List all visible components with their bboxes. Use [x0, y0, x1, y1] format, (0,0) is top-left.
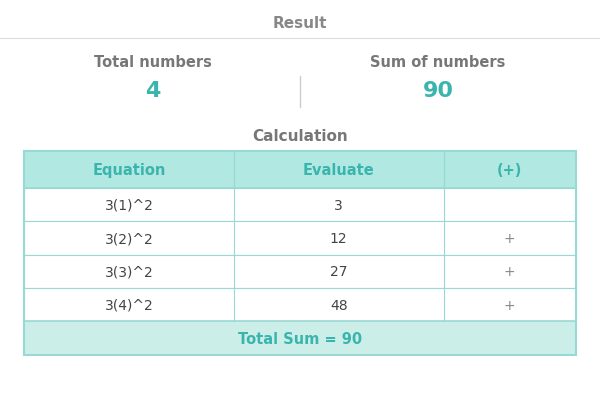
FancyBboxPatch shape — [24, 288, 576, 322]
Text: Total numbers: Total numbers — [94, 55, 212, 70]
Text: +: + — [504, 265, 515, 279]
Text: 3(4)^2: 3(4)^2 — [104, 298, 153, 312]
FancyBboxPatch shape — [24, 189, 576, 222]
Text: (+): (+) — [497, 163, 523, 177]
Text: Evaluate: Evaluate — [303, 163, 374, 177]
Text: 90: 90 — [422, 81, 454, 101]
Text: 4: 4 — [145, 81, 161, 101]
Text: 3: 3 — [334, 198, 343, 212]
Text: +: + — [504, 232, 515, 245]
Text: Calculation: Calculation — [252, 128, 348, 143]
FancyBboxPatch shape — [24, 322, 576, 355]
Text: 27: 27 — [330, 265, 347, 279]
FancyBboxPatch shape — [24, 255, 576, 288]
FancyBboxPatch shape — [24, 151, 576, 189]
Text: Total Sum = 90: Total Sum = 90 — [238, 331, 362, 345]
Text: 3(1)^2: 3(1)^2 — [104, 198, 154, 212]
Text: 3(3)^2: 3(3)^2 — [104, 265, 153, 279]
Text: Sum of numbers: Sum of numbers — [370, 55, 506, 70]
Text: Equation: Equation — [92, 163, 166, 177]
Text: 3(2)^2: 3(2)^2 — [104, 232, 153, 245]
Text: 48: 48 — [330, 298, 347, 312]
Text: 12: 12 — [330, 232, 347, 245]
Text: +: + — [504, 298, 515, 312]
FancyBboxPatch shape — [24, 222, 576, 255]
Text: Result: Result — [273, 16, 327, 31]
